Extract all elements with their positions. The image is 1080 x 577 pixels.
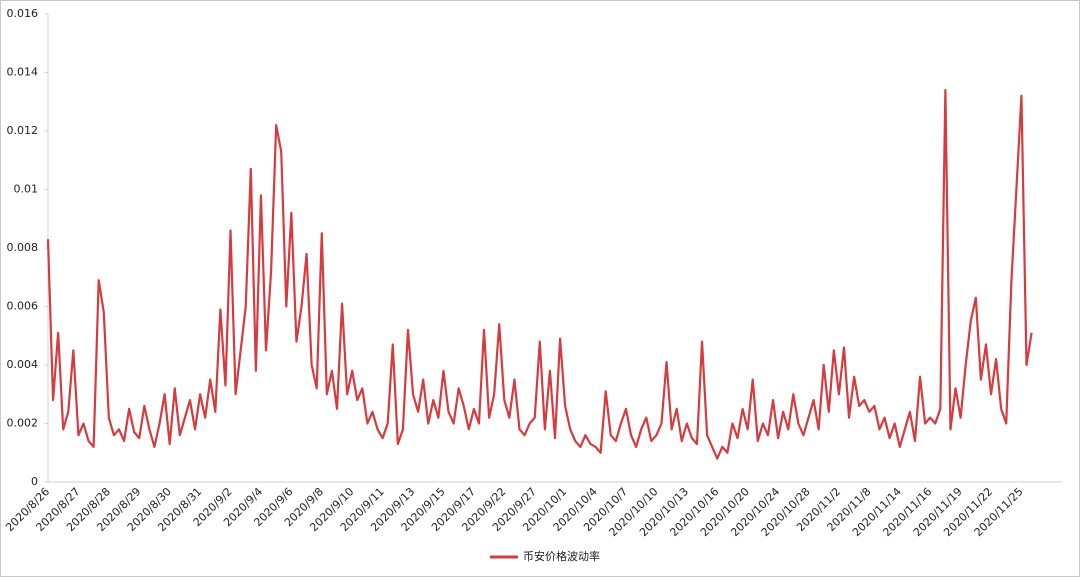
y-tick-label: 0.016 [7, 7, 39, 20]
y-tick-label: 0.014 [7, 66, 39, 79]
legend-label: 币安价格波动率 [523, 549, 600, 563]
y-tick-label: 0.012 [7, 124, 39, 137]
y-tick-label: 0 [31, 475, 38, 488]
y-tick-label: 0.006 [7, 300, 39, 313]
data-line [46, 88, 1033, 460]
y-tick-label: 0.004 [7, 358, 39, 371]
y-tick-label: 0.008 [7, 241, 39, 254]
y-tick-label: 0.002 [7, 417, 39, 430]
y-tick-label: 0.01 [14, 183, 39, 196]
